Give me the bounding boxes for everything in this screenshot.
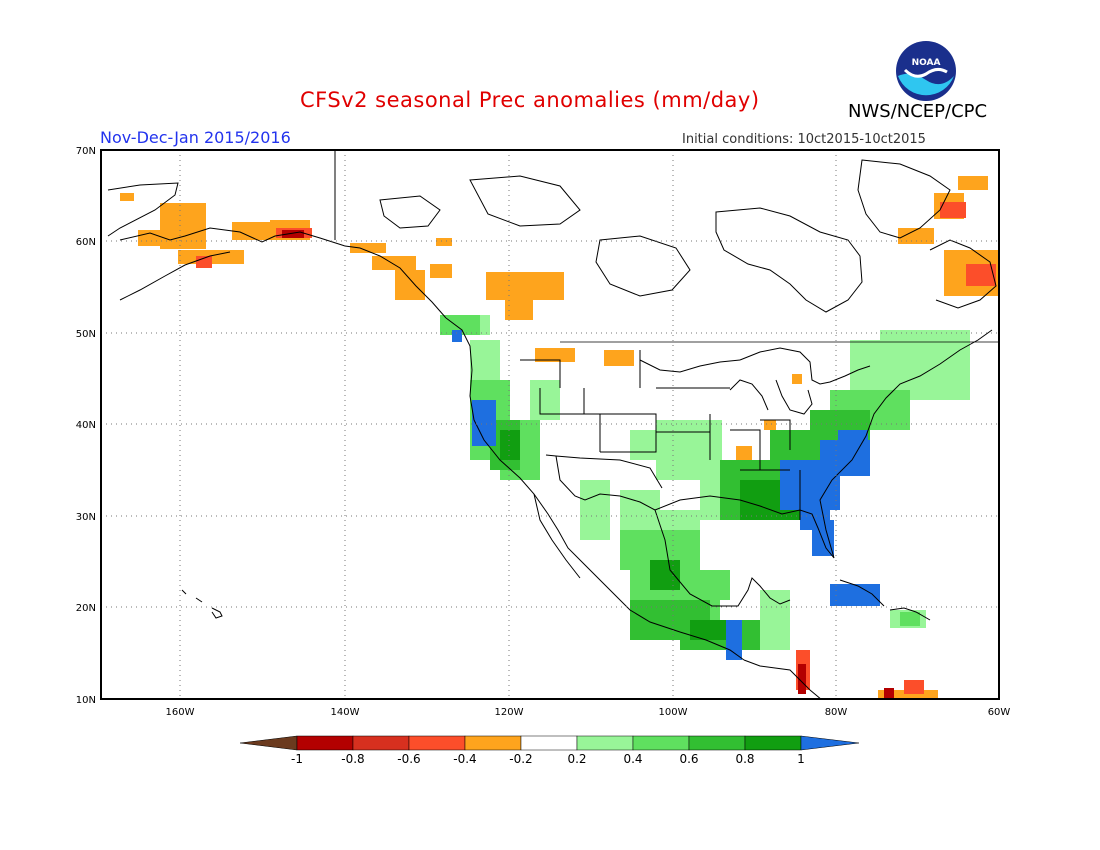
agency-label: NWS/NCEP/CPC	[848, 101, 988, 122]
colorbar-cell	[520, 735, 578, 751]
lat-label-60n: 60N	[76, 237, 96, 248]
colorbar-cell	[464, 735, 522, 751]
noaa-logo-text: NOAA	[912, 58, 941, 68]
forecast-period: Nov-Dec-Jan 2015/2016	[100, 128, 291, 147]
colorbar-tick-label: -0.2	[509, 752, 532, 766]
colorbar-cells	[239, 735, 860, 751]
lon-axis-labels: 160W 140W 120W 100W 80W 60W	[166, 707, 1011, 718]
colorbar-cell	[688, 735, 746, 751]
colorbar-cell	[296, 735, 354, 751]
colorbar-tick-label: -1	[291, 752, 303, 766]
anomaly-negative-extreme	[282, 230, 894, 698]
colorbar-tick-label: -0.8	[341, 752, 364, 766]
anomaly-negative-alaska	[120, 176, 998, 699]
lat-label-40n: 40N	[76, 420, 96, 431]
colorbar-cell	[632, 735, 690, 751]
colorbar-cell	[744, 735, 802, 751]
lat-label-70n: 70N	[76, 146, 96, 157]
colorbar-cell	[408, 735, 466, 751]
lat-label-10n: 10N	[76, 695, 96, 706]
lon-label-80w: 80W	[825, 707, 848, 718]
colorbar-tick-label: 0.4	[623, 752, 642, 766]
colorbar-cell	[576, 735, 634, 751]
initial-conditions: Initial conditions: 10ct2015-10ct2015	[682, 132, 926, 147]
lon-label-160w: 160W	[166, 707, 195, 718]
colorbar-tick-label: 1	[797, 752, 805, 766]
colorbar-labels: -1 -0.8 -0.6 -0.4 -0.2 0.2 0.4 0.6 0.8 1	[291, 752, 805, 766]
lat-label-50n: 50N	[76, 329, 96, 340]
colorbar-tick-label: -0.4	[453, 752, 476, 766]
lon-label-140w: 140W	[331, 707, 360, 718]
colorbar-tick-label: -0.6	[397, 752, 420, 766]
coastlines	[107, 150, 999, 699]
map-title: CFSv2 seasonal Prec anomalies (mm/day)	[300, 88, 760, 112]
lat-label-30n: 30N	[76, 512, 96, 523]
colorbar-arrow-low	[239, 735, 298, 751]
colorbar-tick-label: 0.8	[735, 752, 754, 766]
lon-label-60w: 60W	[988, 707, 1011, 718]
anomaly-fields	[120, 176, 998, 699]
colorbar-tick-label: 0.6	[679, 752, 698, 766]
colorbar-cell	[352, 735, 410, 751]
colorbar-tick-label: 0.2	[567, 752, 586, 766]
lat-axis-labels: 70N 60N 50N 40N 30N 20N 10N	[76, 146, 96, 706]
lon-label-100w: 100W	[659, 707, 688, 718]
map-frame	[100, 149, 1000, 700]
colorbar-arrow-high	[800, 735, 860, 751]
noaa-logo: NOAA	[896, 41, 956, 101]
lon-label-120w: 120W	[495, 707, 524, 718]
lat-label-20n: 20N	[76, 603, 96, 614]
